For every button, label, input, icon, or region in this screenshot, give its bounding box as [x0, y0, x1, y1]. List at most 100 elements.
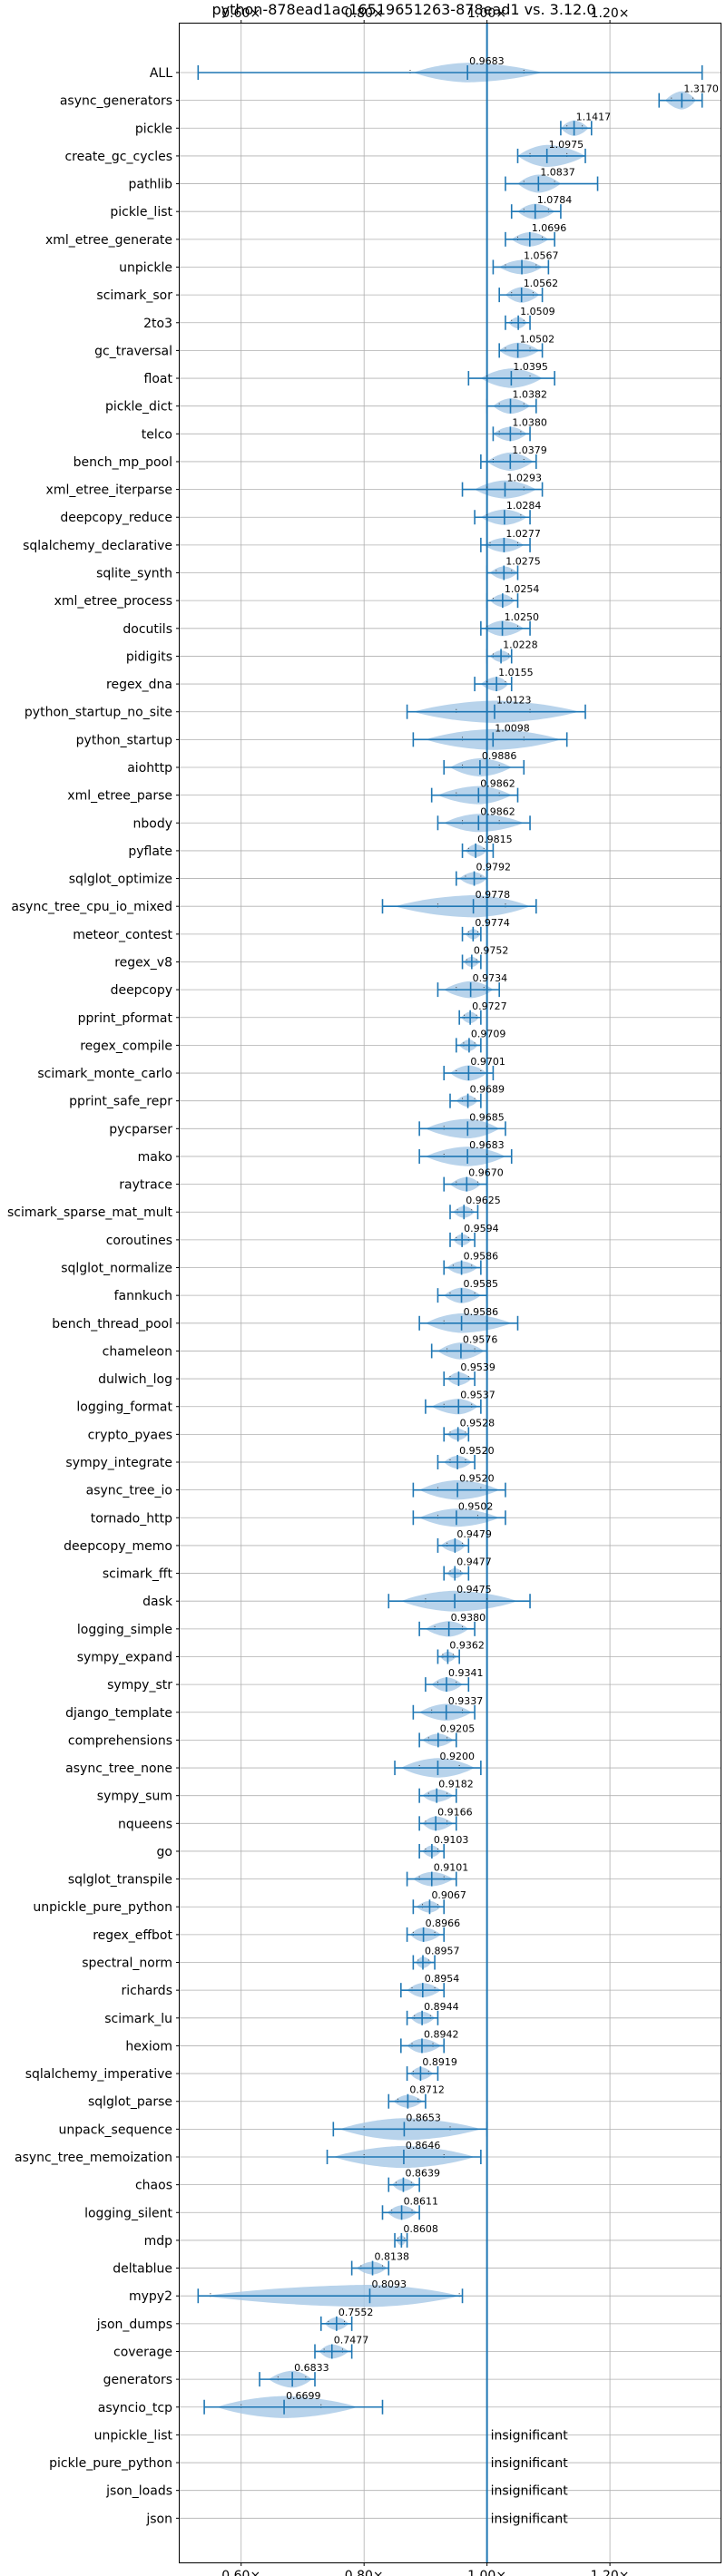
value-label: 0.6833	[294, 2362, 329, 2374]
value-label: 1.0379	[512, 444, 547, 456]
value-label: 0.8608	[403, 2223, 438, 2235]
value-labels: 0.9683 1.3170 1.1417 1.0975 1.0837 1.0784 1.06…	[286, 55, 719, 2526]
benchmark-label: chameleon	[103, 1344, 172, 1359]
benchmark-label: scimark_fft	[103, 1567, 173, 1582]
benchmark-label: comprehensions	[68, 1733, 172, 1748]
value-label: 0.7477	[334, 2334, 369, 2346]
benchmark-label: regex_v8	[114, 955, 172, 970]
benchmark-label: sympy_sum	[97, 1790, 172, 1804]
benchmark-label: pickle_dict	[105, 400, 173, 415]
value-label: 0.9585	[464, 1278, 499, 1290]
insignificant-label: insignificant	[491, 2484, 569, 2499]
benchmark-label: sqlalchemy_imperative	[25, 2067, 172, 2082]
value-label: 1.0228	[503, 639, 538, 650]
value-label: 1.0098	[495, 722, 530, 734]
benchmark-label: xml_etree_parse	[67, 789, 172, 804]
x-tick-label-top: 0.60×	[221, 6, 260, 21]
value-label: 1.3170	[683, 83, 719, 95]
value-label: 1.0395	[513, 361, 548, 373]
benchmark-label: regex_compile	[80, 1039, 172, 1053]
value-label: 0.9502	[458, 1500, 494, 1512]
value-label: 1.0502	[520, 333, 555, 345]
benchmark-label: pprint_pformat	[78, 1011, 173, 1026]
benchmark-label: unpickle	[119, 260, 172, 275]
value-label: 0.6699	[286, 2390, 321, 2402]
value-label: 0.9166	[437, 1806, 473, 1818]
benchmark-label: sqlglot_normalize	[61, 1262, 172, 1276]
value-label: 1.0275	[505, 556, 541, 568]
value-label: 0.8138	[375, 2251, 410, 2263]
value-label: 0.9689	[470, 1084, 505, 1096]
benchmark-label: coverage	[113, 2345, 172, 2359]
benchmark-label: gc_traversal	[94, 344, 172, 358]
value-label: 0.8944	[424, 2001, 459, 2013]
benchmark-label: unpack_sequence	[59, 2122, 172, 2137]
benchmark-label: sympy_str	[107, 1678, 172, 1693]
value-label: 1.0562	[524, 278, 559, 289]
value-label: 1.0509	[520, 306, 555, 317]
value-label: 0.9727	[472, 1000, 507, 1012]
benchmark-label: python_startup	[76, 733, 172, 747]
benchmark-label: unpickle_list	[94, 2428, 173, 2443]
value-label: 1.0155	[498, 667, 534, 678]
benchmark-label: create_gc_cycles	[64, 150, 172, 164]
benchmark-label: pprint_safe_repr	[69, 1095, 172, 1109]
benchmark-label: mypy2	[129, 2289, 172, 2304]
value-label: 0.9586	[464, 1251, 499, 1263]
benchmark-label: deltablue	[113, 2262, 172, 2277]
value-label: 0.9475	[456, 1584, 492, 1595]
value-label: 0.9067	[431, 1889, 466, 1901]
value-label: 0.8954	[425, 1973, 460, 1985]
value-label: 0.7552	[338, 2307, 374, 2318]
value-label: 1.0123	[496, 695, 532, 707]
value-label: 0.9537	[460, 1390, 495, 1401]
x-tick-labels: 0.60× 0.60× 0.80× 0.80× 1.00× 1.00× 1.20× 1.20×	[221, 6, 629, 2576]
benchmark-label: logging_format	[76, 1400, 172, 1415]
benchmark-label: sympy_expand	[77, 1650, 172, 1664]
benchmark-label: nqueens	[118, 1817, 172, 1831]
benchmark-label: sqlglot_parse	[88, 2095, 172, 2110]
value-label: 1.0975	[549, 139, 584, 151]
value-label: 0.8611	[404, 2195, 439, 2207]
benchmark-label: sympy_integrate	[65, 1456, 172, 1470]
benchmark-label: crypto_pyaes	[88, 1428, 172, 1442]
benchmark-label: sqlglot_transpile	[68, 1873, 172, 1888]
benchmark-label: regex_dna	[106, 678, 172, 692]
benchmark-label: meteor_contest	[73, 928, 172, 942]
chart-title: python-878ead1ac16519651263-878ead1 vs. …	[211, 1, 595, 18]
value-label: 0.9341	[448, 1667, 484, 1679]
benchmark-label: aiohttp	[127, 761, 172, 776]
benchmark-label: sqlglot_optimize	[69, 873, 172, 887]
value-label: 0.9792	[476, 862, 512, 873]
value-label: 0.9520	[459, 1445, 495, 1457]
benchmark-label: logging_silent	[84, 2206, 172, 2220]
x-tick-label-bottom: 0.80×	[345, 2569, 384, 2576]
value-label: 1.0837	[540, 167, 575, 179]
value-label: 0.9362	[449, 1639, 485, 1651]
value-label: 0.9625	[466, 1195, 501, 1206]
benchmark-label: unpickle_pure_python	[33, 1900, 172, 1915]
x-tick-label-top: 1.00×	[467, 6, 506, 21]
value-label: 0.9103	[434, 1834, 469, 1846]
benchmark-label: pickle	[135, 122, 172, 136]
benchmark-label: docutils	[123, 622, 172, 637]
value-label: 1.0380	[512, 416, 547, 428]
benchmark-label: async_tree_memoization	[15, 2151, 172, 2165]
benchmark-label: spectral_norm	[82, 1956, 172, 1971]
benchmark-label: raytrace	[119, 1178, 172, 1193]
benchmark-label: pyflate	[128, 844, 172, 859]
value-label: 0.9778	[476, 889, 511, 901]
benchmark-label: scimark_sparse_mat_mult	[7, 1205, 172, 1220]
value-label: 1.0277	[505, 528, 541, 540]
value-label: 0.9380	[451, 1612, 486, 1624]
benchmark-label: json_loads	[105, 2484, 172, 2499]
value-label: 0.8966	[426, 1917, 461, 1929]
benchmark-label: xml_etree_generate	[45, 233, 172, 248]
value-label: 0.9683	[469, 1139, 505, 1151]
value-label: 0.8919	[422, 2056, 457, 2068]
value-label: 0.9594	[464, 1223, 499, 1234]
value-label: 1.0293	[506, 473, 542, 484]
benchmark-label: python_startup_no_site	[25, 706, 172, 720]
value-label: 0.9586	[464, 1306, 499, 1318]
benchmark-label: scimark_monte_carlo	[37, 1067, 172, 1081]
